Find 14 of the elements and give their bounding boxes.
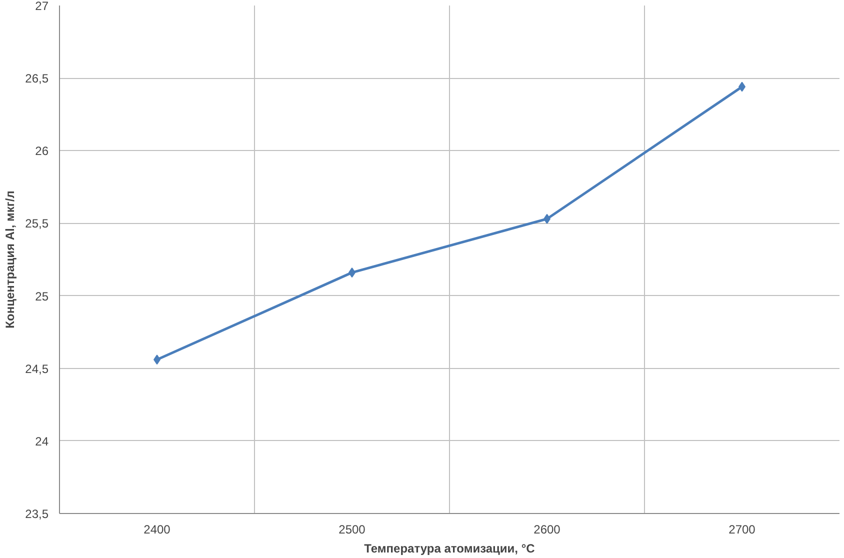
x-tick-label: 2700 bbox=[728, 522, 756, 536]
y-tick-label: 24 bbox=[35, 434, 49, 448]
y-tick-label: 23,5 bbox=[25, 507, 49, 521]
x-axis-title: Температура атомизации, °С bbox=[364, 542, 536, 556]
y-tick-label: 26,5 bbox=[25, 72, 49, 86]
y-tick-label: 25 bbox=[35, 289, 49, 304]
x-tick-label: 2500 bbox=[338, 522, 366, 536]
y-tick-label: 24,5 bbox=[25, 362, 49, 376]
y-axis-title: Концентрация Al, мкг/л bbox=[3, 190, 18, 328]
x-tick-label: 2600 bbox=[534, 522, 561, 536]
y-tick-label: 27 bbox=[35, 0, 49, 13]
y-tick-label: 25,5 bbox=[25, 216, 49, 231]
x-tick-label: 2400 bbox=[144, 522, 171, 536]
y-tick-label: 26 bbox=[35, 144, 49, 158]
